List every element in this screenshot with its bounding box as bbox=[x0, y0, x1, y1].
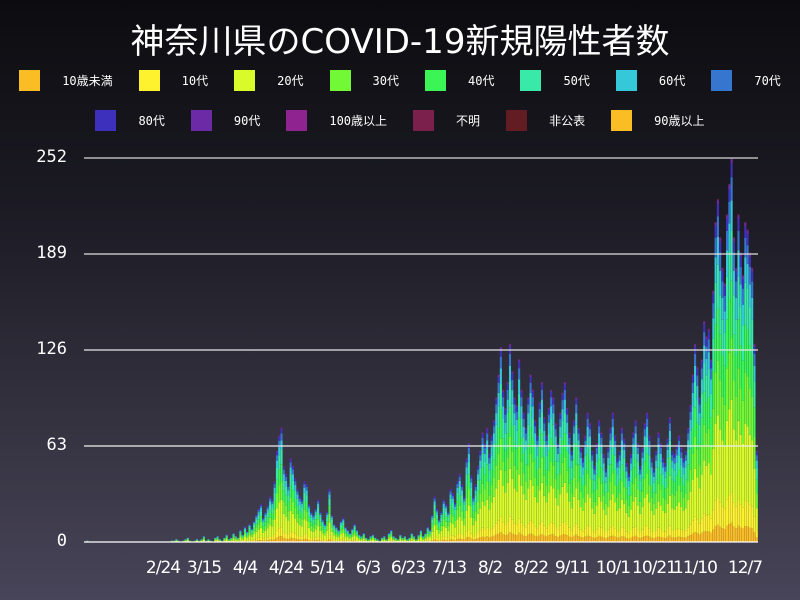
x-tick-8-22: 8/22 bbox=[513, 558, 549, 578]
legend-item: 20代 bbox=[234, 70, 304, 91]
x-tick-7-13: 7/13 bbox=[431, 558, 467, 578]
y-tick-252: 252 bbox=[36, 147, 67, 167]
legend-swatch bbox=[711, 70, 733, 91]
legend-swatch bbox=[413, 110, 435, 131]
x-tick-10-21: 10/21 bbox=[632, 558, 677, 578]
legend-item: 不明 bbox=[413, 110, 480, 131]
legend-swatch bbox=[19, 70, 41, 91]
legend-row-1: 10歳未満 10代 20代 30代 40代 50代 60代 70代 bbox=[0, 70, 800, 91]
legend-item: 70代 bbox=[711, 70, 781, 91]
x-tick-5-14: 5/14 bbox=[309, 558, 345, 578]
x-tick-11-10: 11/10 bbox=[673, 558, 718, 578]
x-tick-10-1: 10/1 bbox=[595, 558, 631, 578]
legend-label: 60代 bbox=[658, 74, 686, 88]
legend-item: 30代 bbox=[329, 70, 399, 91]
legend-label: 不明 bbox=[456, 114, 481, 128]
legend-item: 10代 bbox=[138, 70, 209, 91]
legend-row-2: 80代 90代 100歳以上 不明 非公表 90歳以上 bbox=[0, 110, 800, 131]
legend-label: 10歳未満 bbox=[62, 74, 113, 88]
legend-swatch bbox=[520, 70, 542, 91]
legend-label: 90代 bbox=[233, 114, 261, 128]
legend-item: 非公表 bbox=[506, 110, 585, 131]
legend-label: 100歳以上 bbox=[329, 114, 388, 128]
legend-item: 50代 bbox=[520, 70, 590, 91]
legend-item: 90代 bbox=[190, 110, 261, 131]
legend-label: 70代 bbox=[754, 74, 781, 88]
y-tick-126: 126 bbox=[36, 339, 67, 359]
chart-title: 神奈川県のCOVID-19新規陽性者数 bbox=[130, 22, 670, 62]
legend-swatch bbox=[615, 70, 637, 91]
legend-item: 10歳未満 bbox=[19, 70, 113, 91]
legend-label: 20代 bbox=[277, 74, 304, 88]
legend-swatch bbox=[234, 70, 256, 91]
legend-label: 80代 bbox=[138, 114, 165, 128]
x-tick-6-23: 6/23 bbox=[390, 558, 426, 578]
y-tick-63: 63 bbox=[46, 435, 67, 455]
x-tick-3-15: 3/15 bbox=[186, 558, 222, 578]
x-tick-8-2: 8/2 bbox=[477, 558, 503, 578]
x-tick-4-24: 4/24 bbox=[268, 558, 304, 578]
legend-item: 60代 bbox=[615, 70, 686, 91]
legend-swatch bbox=[286, 110, 308, 131]
legend-swatch bbox=[95, 110, 117, 131]
legend-swatch bbox=[611, 110, 633, 131]
legend-swatch bbox=[425, 70, 446, 91]
legend-swatch bbox=[329, 70, 351, 91]
legend-label: 非公表 bbox=[549, 114, 586, 128]
legend-label: 40代 bbox=[468, 74, 495, 88]
gridlines bbox=[84, 157, 758, 543]
x-tick-6-3: 6/3 bbox=[355, 558, 381, 578]
legend-label: 10代 bbox=[181, 74, 209, 88]
legend-swatch bbox=[190, 110, 212, 131]
legend-label: 90歳以上 bbox=[654, 114, 705, 128]
x-tick-4-4: 4/4 bbox=[232, 558, 258, 578]
x-tick-12-7: 12/7 bbox=[727, 558, 763, 578]
legend-item: 80代 bbox=[95, 110, 165, 131]
legend-label: 30代 bbox=[372, 74, 399, 88]
legend-item: 40代 bbox=[425, 70, 494, 91]
y-tick-189: 189 bbox=[36, 243, 67, 263]
legend-swatch bbox=[506, 110, 528, 131]
y-tick-0: 0 bbox=[56, 531, 67, 551]
legend-swatch bbox=[138, 70, 160, 91]
legend-item: 90歳以上 bbox=[611, 110, 705, 131]
legend-item: 100歳以上 bbox=[286, 110, 387, 131]
x-tick-2-24: 2/24 bbox=[145, 558, 181, 578]
legend-label: 50代 bbox=[563, 74, 590, 88]
x-tick-9-11: 9/11 bbox=[554, 558, 590, 578]
